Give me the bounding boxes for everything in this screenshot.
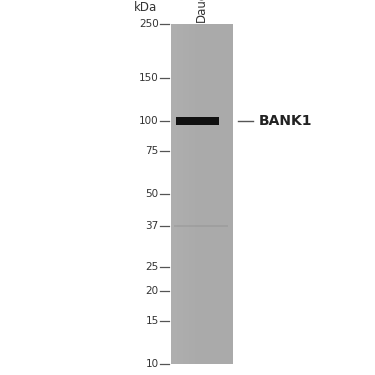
Bar [194,24,195,364]
Bar [195,24,197,364]
Text: 100: 100 [139,116,159,126]
Text: Daudi: Daudi [195,0,208,22]
Text: 10: 10 [146,359,159,369]
Bar [186,24,188,364]
Bar [178,24,180,364]
Bar [198,24,200,364]
Bar [172,24,174,364]
Bar [183,24,184,364]
Bar [171,24,172,364]
Bar [174,24,175,364]
Text: 75: 75 [146,146,159,156]
Bar [192,24,194,364]
Bar [171,24,232,364]
Text: 20: 20 [146,286,159,296]
Bar [197,24,198,364]
Bar [180,24,182,364]
Text: 37: 37 [146,221,159,231]
Bar [182,24,183,364]
Text: kDa: kDa [134,1,157,14]
Text: 50: 50 [146,189,159,199]
Bar [174,225,228,227]
Text: 150: 150 [139,73,159,83]
Bar [200,24,202,364]
Bar [175,24,177,364]
Text: 250: 250 [139,20,159,29]
Text: BANK1: BANK1 [259,114,312,128]
Bar [184,24,186,364]
Bar [189,24,191,364]
Bar [177,24,178,364]
Bar [191,24,192,364]
Text: 25: 25 [146,262,159,272]
Bar [176,117,219,125]
Text: 15: 15 [146,316,159,326]
Bar [188,24,189,364]
